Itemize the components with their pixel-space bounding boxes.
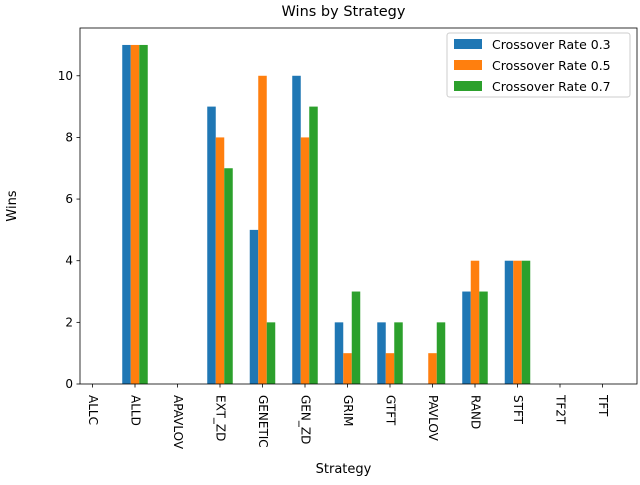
x-tick-label: GEN_ZD — [299, 395, 313, 444]
bar-ext-zd-series-1 — [207, 106, 216, 384]
bar-alld-series-1 — [122, 44, 131, 384]
bar-alld-series-2 — [130, 44, 140, 384]
bar-gen-zd-series-3 — [309, 106, 318, 384]
y-axis: 0 2 4 6 8 10 — [58, 69, 80, 391]
x-axis: ALLC ALLD APAVLOV EXT_ZD GENETIC GEN_ZD GRIM GT… — [86, 384, 610, 450]
x-tick-label: GENETIC — [256, 395, 270, 448]
bar-alld-series-3 — [139, 44, 148, 384]
legend-label: Crossover Rate 0.7 — [492, 79, 611, 94]
legend-swatch — [454, 60, 482, 70]
x-tick-label: EXT_ZD — [214, 395, 228, 441]
legend-label: Crossover Rate 0.3 — [492, 37, 611, 52]
x-tick-label: PAVLOV — [426, 395, 440, 442]
bar-genetic-series-2 — [258, 75, 267, 384]
bar-pavlov-series-3 — [436, 322, 446, 384]
bar-stft-series-3 — [521, 260, 531, 384]
bar-pavlov-series-2 — [428, 353, 437, 384]
y-tick-label: 0 — [65, 377, 73, 391]
x-tick-label: GTFT — [384, 395, 398, 426]
bar-grim-series-1 — [334, 322, 344, 384]
bar-ext-zd-series-2 — [215, 137, 225, 384]
bar-gen-zd-series-1 — [292, 75, 301, 384]
x-tick-label: ALLC — [86, 395, 100, 425]
bar-rand-series-2 — [470, 260, 480, 384]
bar-stft-series-1 — [504, 260, 514, 384]
x-tick-label: RAND — [469, 395, 483, 429]
y-axis-label: Wins — [5, 190, 20, 221]
legend-swatch — [454, 39, 482, 49]
legend: Crossover Rate 0.3 Crossover Rate 0.5 Cros… — [446, 32, 631, 98]
x-axis-label: Strategy — [316, 462, 372, 477]
bar-gen-zd-series-2 — [300, 137, 310, 384]
bar-genetic-series-1 — [249, 229, 259, 384]
bar-rand-series-3 — [479, 291, 488, 384]
bar-gtft-series-2 — [385, 353, 395, 384]
y-tick-label: 10 — [58, 69, 73, 83]
legend-box — [446, 32, 631, 98]
bar-gtft-series-1 — [377, 322, 386, 384]
bar-ext-zd-series-3 — [224, 168, 233, 384]
y-tick-label: 6 — [65, 192, 73, 206]
bar-stft-series-2 — [513, 260, 522, 384]
bar-grim-series-2 — [343, 353, 352, 384]
x-tick-label: GRIM — [341, 395, 355, 427]
y-tick-label: 2 — [65, 315, 73, 329]
x-tick-label: TF2T — [554, 394, 568, 425]
bar-rand-series-1 — [462, 291, 471, 384]
bar-genetic-series-3 — [266, 322, 276, 384]
y-tick-label: 8 — [65, 130, 73, 144]
bar-grim-series-3 — [351, 291, 361, 384]
x-tick-label: ALLD — [129, 395, 143, 426]
y-tick-label: 4 — [65, 254, 73, 268]
bar-gtft-series-3 — [394, 322, 403, 384]
chart-title: Wins by Strategy — [282, 4, 406, 20]
x-tick-label: TFT — [596, 394, 610, 417]
plot-frame — [79, 27, 638, 385]
x-tick-label: STFT — [511, 395, 525, 425]
legend-label: Crossover Rate 0.5 — [492, 58, 611, 73]
x-tick-label: APAVLOV — [171, 395, 185, 450]
bars-group — [122, 44, 531, 384]
legend-swatch — [454, 81, 482, 91]
